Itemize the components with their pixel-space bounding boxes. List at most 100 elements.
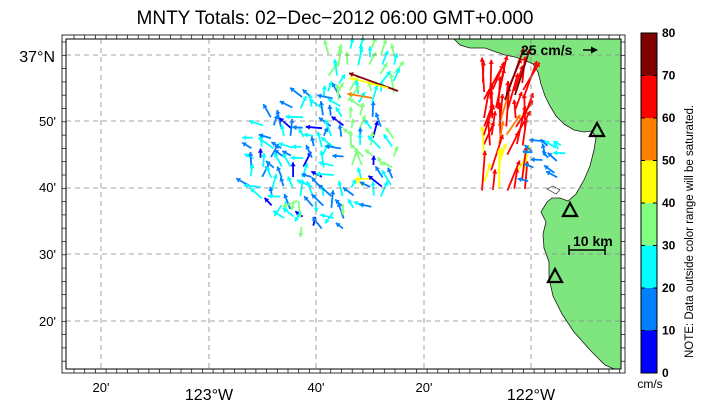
colorbar-tick-label: 70 [662,69,676,83]
vector-shaft [506,160,521,191]
current-vector [267,193,281,199]
vector-head [290,155,295,161]
distance-scale: 10 km [568,233,613,255]
vector-head [316,171,321,177]
vector-head [502,143,508,149]
current-vector [273,149,284,157]
current-vector [281,150,292,157]
vector-head [349,72,354,77]
current-vector [506,131,520,156]
vector-head [371,51,377,57]
current-vector [371,155,377,166]
colorbar-tick-label: 40 [662,196,676,210]
vector-head [371,155,377,160]
current-vector [258,133,272,140]
vector-head [261,153,267,158]
vector-head [489,83,495,88]
vector-head [311,194,317,199]
vector-head [335,223,341,228]
vector-head [350,118,356,124]
vector-shaft [481,57,486,92]
current-vector [381,50,389,65]
vector-head [335,84,341,89]
vector-head [278,142,283,147]
current-vector [305,144,313,158]
vector-head [325,144,330,150]
vector-head [382,62,388,68]
current-vector [379,62,388,75]
vector-head [358,47,364,53]
hf-radar-stations [546,120,606,284]
vector-head [340,210,346,215]
current-vector [371,85,379,103]
current-vector [357,47,364,66]
vector-head [312,217,318,222]
current-vector [547,152,558,162]
current-vector [381,161,393,169]
vector-head [337,124,343,129]
current-vector [303,132,314,138]
vector-head [348,130,354,135]
vector-head [389,43,395,49]
colorbar-bin [641,245,657,289]
colorbar-tick-label: 60 [662,111,676,125]
vector-shaft [504,47,525,101]
current-vector [492,169,498,191]
current-vector [495,68,506,109]
current-vector [338,73,346,84]
vector-head [399,61,404,67]
vector-head [321,85,327,90]
vector-head [381,161,387,167]
vector-head [283,193,289,199]
vector-head [302,96,307,101]
current-vector [330,190,336,208]
vector-shaft [505,114,521,136]
vector-head [309,99,315,104]
current-vector [392,145,399,157]
vector-head [523,118,529,123]
vector-head [298,128,304,134]
current-vector [276,166,283,178]
vector-head [387,167,392,173]
vector-head [305,145,311,150]
current-vector [278,117,292,129]
current-vector [273,152,283,167]
vector-head [367,135,373,141]
vector-head [323,40,329,45]
current-vector [323,40,330,55]
current-vector [335,106,343,117]
current-vector [357,133,363,146]
vector-head [505,81,511,86]
station-triangle-icon [588,120,606,138]
current-vector [347,198,355,209]
vector-head [540,143,546,149]
vector-head [317,93,322,99]
vector-head [514,132,520,137]
vector-shaft [516,105,527,145]
current-vector [301,172,312,178]
current-vector [368,51,377,66]
vector-head [249,164,255,169]
vector-head [258,137,264,143]
current-vector [483,162,492,183]
current-vector [515,110,531,137]
vector-head [327,98,333,104]
current-vector [349,143,365,158]
vector-head [264,197,270,203]
colorbar-tick-label: 0 [662,366,669,380]
current-vector [504,47,525,101]
vector-head [485,89,491,94]
vector-head [521,94,527,99]
vector-shaft [521,118,528,146]
vector-head [332,59,338,64]
vector-head [499,134,504,140]
vector-head [529,137,534,143]
saturation-note: NOTE: Data outside color range will be s… [684,105,696,358]
lat-label-40: 40' [39,180,56,195]
vector-head [383,181,389,187]
current-vector [367,46,373,58]
vector-head [340,74,345,80]
vector-head [347,199,353,204]
vector-head [354,80,360,85]
vector-head [266,161,271,166]
